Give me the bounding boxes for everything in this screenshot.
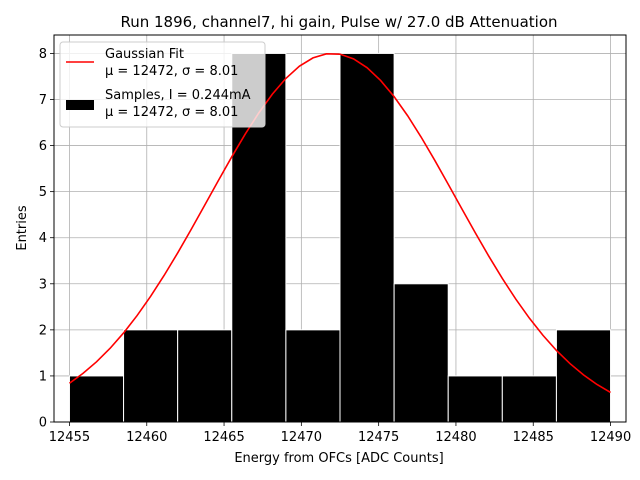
- y-tick-label: 1: [39, 369, 47, 384]
- legend-fit-stats: μ = 12472, σ = 8.01: [105, 64, 238, 79]
- chart-title: Run 1896, channel7, hi gain, Pulse w/ 27…: [120, 13, 557, 31]
- x-tick-label: 12470: [281, 430, 322, 445]
- histogram-bar: [555, 329, 612, 423]
- gaussian-fit-line: [68, 53, 611, 394]
- y-tick-label: 8: [39, 47, 47, 62]
- y-tick-label: 5: [39, 185, 47, 200]
- x-axis-label: Energy from OFCs [ADC Counts]: [234, 451, 443, 466]
- y-axis-ticks: 0 1 2 3 4 5 6 7 8: [39, 47, 54, 431]
- y-tick-label: 7: [39, 93, 47, 108]
- x-tick-label: 12460: [126, 430, 167, 445]
- x-tick-label: 12465: [203, 430, 244, 445]
- histogram-bar: [393, 283, 449, 423]
- x-tick-label: 12485: [513, 430, 554, 445]
- x-tick-label: 12490: [590, 430, 631, 445]
- y-tick-label: 4: [39, 231, 47, 246]
- x-tick-label: 12475: [358, 430, 399, 445]
- histogram-bar: [177, 329, 233, 423]
- legend-samples-stats: μ = 12472, σ = 8.01: [105, 105, 238, 120]
- y-tick-label: 6: [39, 139, 47, 154]
- x-axis-ticks: 12455 12460 12465 12470 12475 12480 12485 12490: [49, 422, 631, 445]
- y-tick-label: 3: [39, 277, 47, 292]
- histogram-bars: [68, 52, 612, 423]
- legend-samples-swatch: [66, 100, 94, 110]
- legend-box: [59, 41, 266, 128]
- histogram-bar: [285, 329, 341, 423]
- y-tick-label: 0: [39, 416, 47, 431]
- axes-frame: [53, 34, 627, 423]
- histogram-bar: [501, 375, 557, 423]
- legend-fit-label: Gaussian Fit: [105, 47, 184, 62]
- histogram-bar: [447, 375, 503, 423]
- y-axis-label: Entries: [15, 205, 30, 251]
- legend: Gaussian Fit μ = 12472, σ = 8.01 Samples…: [59, 41, 266, 128]
- histogram-bar: [123, 329, 179, 423]
- y-tick-label: 2: [39, 323, 47, 338]
- histogram-bar: [68, 375, 125, 423]
- histogram-bar: [339, 52, 395, 423]
- legend-samples-label: Samples, I = 0.244mA: [105, 88, 251, 103]
- x-tick-label: 12480: [435, 430, 476, 445]
- x-tick-label: 12455: [49, 430, 90, 445]
